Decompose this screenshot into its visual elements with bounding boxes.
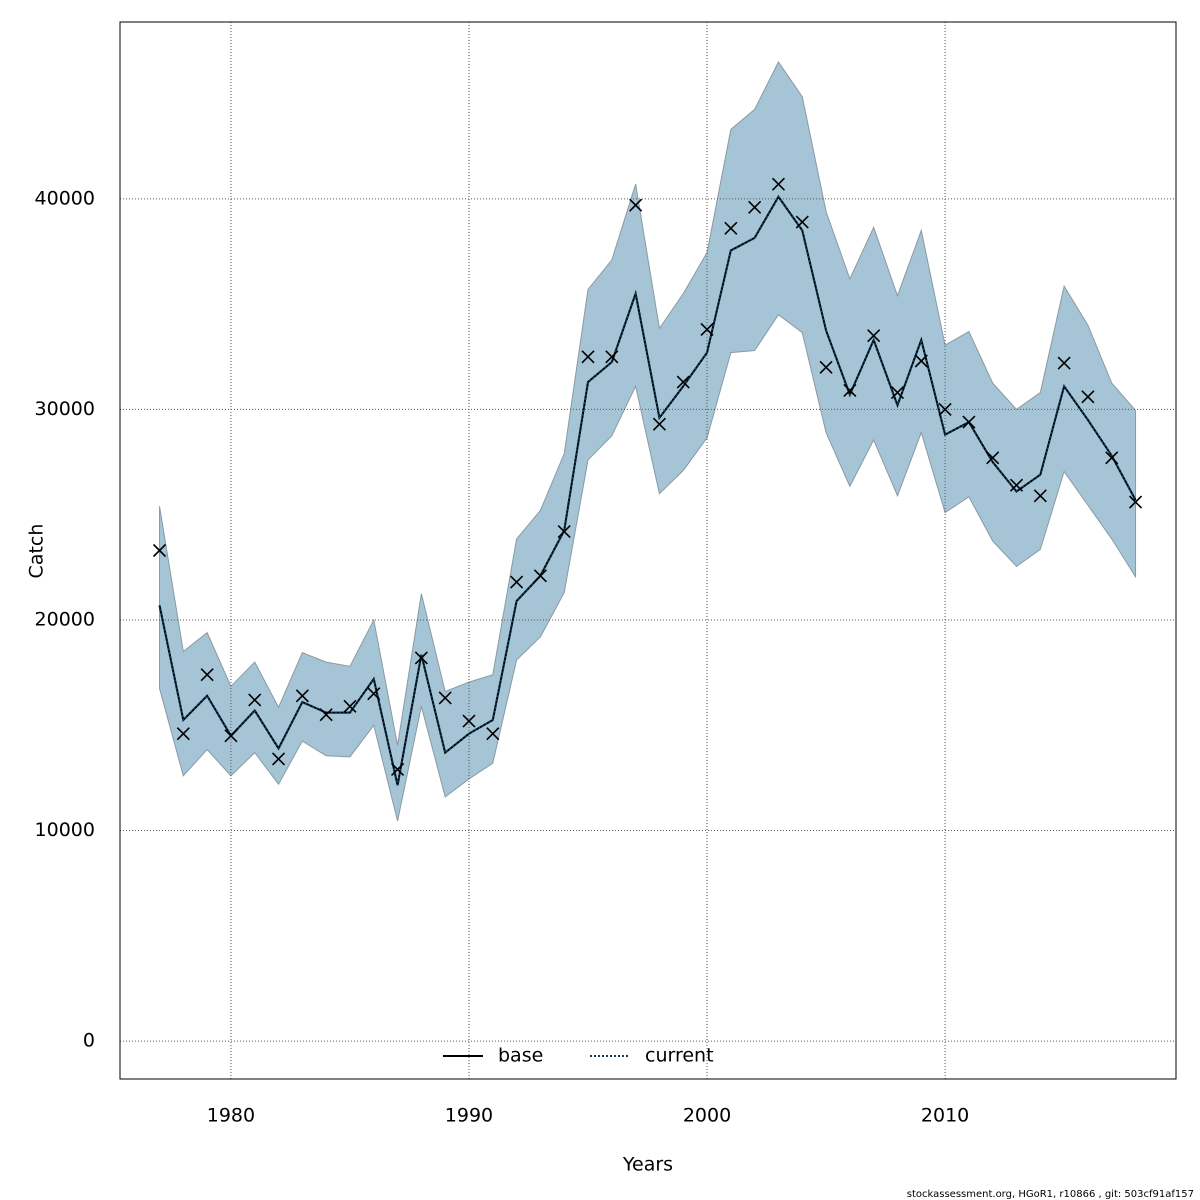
observed-point: [224, 729, 238, 743]
observed-point: [652, 417, 666, 431]
observed-point: [1057, 356, 1071, 370]
observed-point: [1128, 495, 1143, 509]
x-tick-label: 1990: [445, 1105, 493, 1127]
observed-point: [152, 543, 167, 558]
observed-point: [1009, 478, 1024, 492]
observed-point: [629, 198, 643, 212]
observed-point: [819, 360, 833, 374]
y-axis-label: Catch: [26, 524, 48, 579]
observed-point: [248, 693, 262, 707]
observed-point: [914, 354, 928, 368]
observed-point: [1033, 489, 1047, 503]
legend-label: base: [498, 1045, 543, 1067]
observed-point: [438, 691, 452, 705]
observed-point: [367, 687, 381, 701]
observed-point: [795, 215, 809, 229]
observed-point: [1081, 390, 1095, 404]
y-tick-label: 10000: [35, 819, 95, 841]
observed-point: [962, 415, 976, 429]
observed-point: [462, 714, 476, 728]
observed-point: [605, 350, 619, 364]
legend-label: current: [645, 1045, 714, 1067]
observed-point: [319, 708, 333, 722]
observed-point: [510, 575, 524, 589]
observed-point: [771, 177, 786, 191]
observed-point: [533, 569, 547, 583]
x-tick-label: 2000: [683, 1105, 731, 1127]
observed-point: [700, 322, 714, 336]
observed-point: [486, 727, 500, 741]
y-tick-label: 0: [83, 1030, 95, 1052]
observed-point: [724, 221, 738, 235]
observed-point: [581, 350, 595, 364]
observed-point: [176, 727, 190, 741]
observed-point: [986, 451, 1000, 465]
observed-point: [557, 524, 571, 539]
observed-point: [890, 386, 905, 400]
y-tick-label: 20000: [35, 608, 95, 630]
confidence-band: [159, 61, 1137, 822]
observed-point: [271, 752, 286, 766]
y-tick-label: 30000: [35, 398, 95, 420]
observed-point: [938, 402, 952, 416]
observed-point: [414, 651, 428, 665]
observed-point: [748, 200, 762, 214]
x-axis-label: Years: [622, 1154, 673, 1176]
plot-frame: [119, 21, 1177, 1080]
observed-point: [867, 329, 881, 343]
x-tick-label: 2010: [921, 1105, 969, 1127]
observed-point: [200, 668, 214, 682]
observed-point: [343, 699, 357, 713]
observed-point: [1105, 451, 1119, 465]
y-tick-label: 40000: [35, 187, 95, 209]
series-line: [158, 194, 1137, 786]
observed-point: [391, 762, 405, 777]
observed-point: [843, 383, 857, 398]
observed-point: [676, 375, 690, 389]
observed-point: [295, 689, 309, 703]
x-tick-label: 1980: [207, 1105, 255, 1127]
footer: stockassessment.org, HGoR1, r10866 , git…: [907, 1189, 1194, 1200]
